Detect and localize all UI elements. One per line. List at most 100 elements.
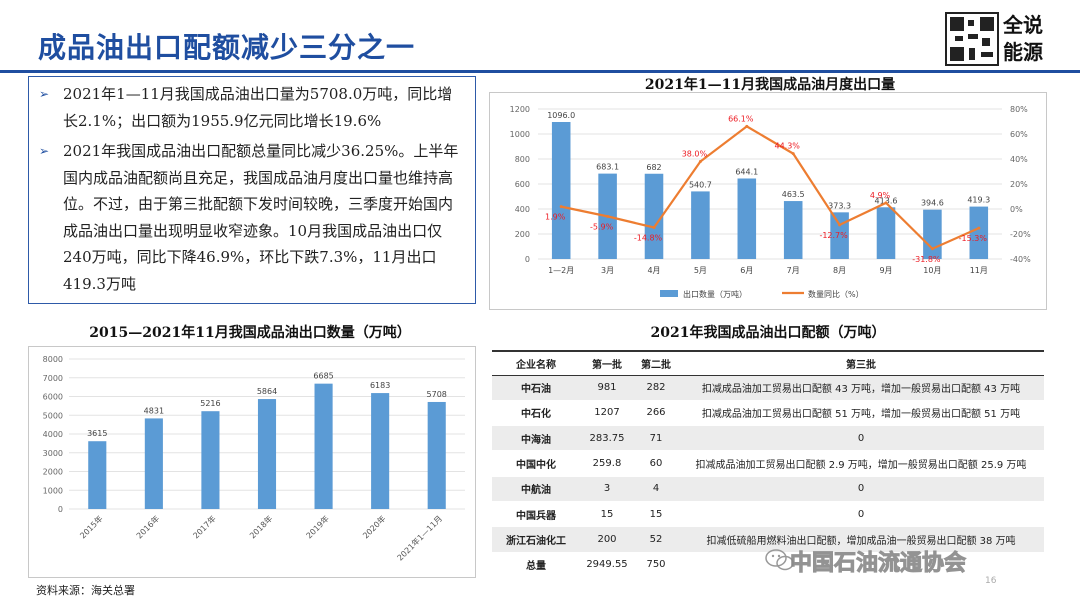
company-cell: 中石化 (492, 400, 580, 427)
x-tick-label: 2019年 (304, 513, 331, 540)
y-tick-label: 200 (515, 230, 530, 239)
table-row: 中国中化 259.8 60 扣减成品油加工贸易出口配额 2.9 万吨，增加一般贸易出口… (492, 450, 1044, 477)
y-tick-label: 1000 (510, 130, 530, 139)
table-cell: 282 (634, 375, 678, 401)
quota-table: 企业名称 第一批 第二批 第三批 中石油 981 282 扣减成品油加工贸易出口配额 … (492, 350, 1044, 578)
table-row: 中石化 1207 266 扣减成品油加工贸易出口配额 51 万吨，增加一般贸易出口配额… (492, 400, 1044, 427)
annual-chart-title: 2015—2021年11月我国成品油出口数量（万吨） (89, 325, 411, 341)
x-tick-label: 8月 (833, 266, 846, 275)
bar (371, 393, 390, 509)
qr-code-icon (945, 12, 999, 66)
y2-tick-label: -20% (1010, 230, 1031, 239)
bar (551, 122, 571, 259)
arrow-bullet-icon: ➢ (39, 144, 50, 158)
column-header: 第二批 (634, 350, 678, 376)
annual-chart-frame: 0 1000 2000 3000 4000 5000 6000 7000 8000 3615 201… (28, 346, 476, 578)
quota-table-title: 2021年我国成品油出口配额（万吨） (650, 325, 886, 341)
table-cell: 283.75 (580, 425, 634, 452)
y-tick-label: 6000 (43, 393, 63, 402)
bar-value-label: 5216 (200, 399, 220, 408)
brand-logo: 全说能源 (945, 12, 1055, 70)
table-cell: 1207 (580, 400, 634, 427)
bar-value-label: 5708 (427, 390, 447, 399)
company-cell: 中海油 (492, 425, 580, 452)
title-underline (0, 70, 1080, 73)
table-cell: 750 (634, 552, 678, 578)
watermark-text: 中国石油流通协会 (789, 551, 967, 577)
y-tick-label: 1000 (43, 486, 63, 495)
bar-value-label: 419.3 (967, 196, 990, 205)
bar (830, 212, 849, 259)
y-tick-label: 800 (515, 155, 530, 164)
bar (969, 206, 989, 259)
x-tick-label: 5月 (694, 266, 707, 275)
bar (201, 411, 220, 509)
x-tick-label: 10月 (923, 266, 941, 275)
table-row: 浙江石油化工 200 52 扣减低硫船用燃料油出口配额，增加成品油一般贸易出口配额 3… (492, 526, 1044, 553)
bar-value-label: 644.1 (735, 167, 758, 176)
bullet-item: ➢ 2021年1—11月我国成品油出口量为5708.0万吨，同比增长2.1%；出… (39, 81, 465, 134)
line-point (698, 160, 702, 163)
table-cell: 0 (678, 476, 1044, 502)
bar (691, 191, 710, 259)
table-cell: 15 (634, 501, 678, 528)
table-header-row: 企业名称 第一批 第二批 第三批 (492, 350, 1044, 376)
yoy-line (560, 125, 980, 251)
line-value-label: -5.9% (590, 222, 614, 231)
table-cell: 200 (580, 526, 634, 553)
legend-label: 出口数量（万吨） (683, 289, 747, 299)
table-cell (678, 552, 1044, 578)
logo-text: 全说能源 (1003, 13, 1043, 64)
line-value-label: 44.3% (774, 142, 800, 151)
table-cell: 259.8 (580, 450, 634, 477)
monthly-chart-title: 2021年1—11月我国成品油月度出口量 (644, 77, 896, 93)
y-tick-label: 7000 (43, 374, 63, 383)
x-tick-label: 2020年 (360, 513, 387, 540)
table-row: 中海油 283.75 71 0 (492, 425, 1044, 452)
bar-value-label: 463.5 (782, 190, 805, 199)
line-value-label: -12.7% (819, 231, 848, 240)
line-point (559, 205, 563, 209)
x-tick-label: 2015年 (78, 513, 105, 540)
company-cell: 中航油 (492, 476, 580, 502)
table-row: 中石油 981 282 扣减成品油加工贸易出口配额 43 万吨，增加一般贸易出口配额 … (492, 375, 1044, 401)
column-header: 企业名称 (492, 350, 580, 376)
line-point (652, 226, 656, 229)
table-cell: 52 (634, 526, 678, 553)
bar-value-label: 6183 (370, 381, 390, 390)
bar (314, 383, 333, 509)
y-tick-label: 0 (525, 255, 530, 264)
x-tick-label: 6月 (740, 266, 753, 275)
line-value-label: 38.0% (682, 150, 708, 159)
company-cell: 浙江石油化工 (492, 526, 580, 553)
table-cell: 扣减成品油加工贸易出口配额 2.9 万吨，增加一般贸易出口配额 25.9 万吨 (678, 450, 1044, 477)
page-title: 成品油出口配额减少三分之一 (38, 31, 416, 64)
y-tick-label: 5000 (43, 411, 63, 420)
y-tick-label: 8000 (43, 355, 63, 364)
line-value-label: -14.8% (634, 234, 663, 243)
table-cell: 981 (580, 375, 634, 401)
y-tick-label: 600 (515, 180, 530, 189)
monthly-export-chart: 0 200 400 600 800 1000 1200 -40% -20% 0% 20% 40% 60%… (510, 105, 1031, 299)
table-row: 总量 2949.55 750 (492, 552, 1044, 578)
table-cell: 60 (634, 450, 678, 477)
column-header: 第一批 (580, 350, 634, 376)
line-point (745, 124, 749, 128)
bar-value-label: 540.7 (689, 180, 712, 189)
monthly-chart-frame: 0 200 400 600 800 1000 1200 -40% -20% 0% 20% 40% 60%… (489, 92, 1047, 310)
data-source-note: 资料来源：海关总署 (36, 584, 135, 597)
line-point (930, 247, 934, 251)
bar (783, 201, 803, 259)
y2-tick-label: 80% (1010, 105, 1028, 114)
x-tick-label: 2018年 (247, 513, 274, 540)
x-tick-label: 4月 (647, 266, 660, 275)
y-tick-label: 4000 (43, 430, 63, 439)
table-cell: 扣减成品油加工贸易出口配额 51 万吨，增加一般贸易出口配额 51 万吨 (678, 400, 1044, 427)
company-cell: 中石油 (492, 375, 580, 401)
bar-value-label: 4831 (144, 406, 164, 415)
bullet-text: 2021年1—11月我国成品油出口量为5708.0万吨，同比增长2.1%；出口额… (63, 85, 453, 130)
x-tick-label: 2017年 (191, 513, 218, 540)
table-cell: 3 (580, 476, 634, 502)
table-cell: 扣减成品油加工贸易出口配额 43 万吨，增加一般贸易出口配额 43 万吨 (678, 375, 1044, 401)
bar (644, 173, 664, 259)
